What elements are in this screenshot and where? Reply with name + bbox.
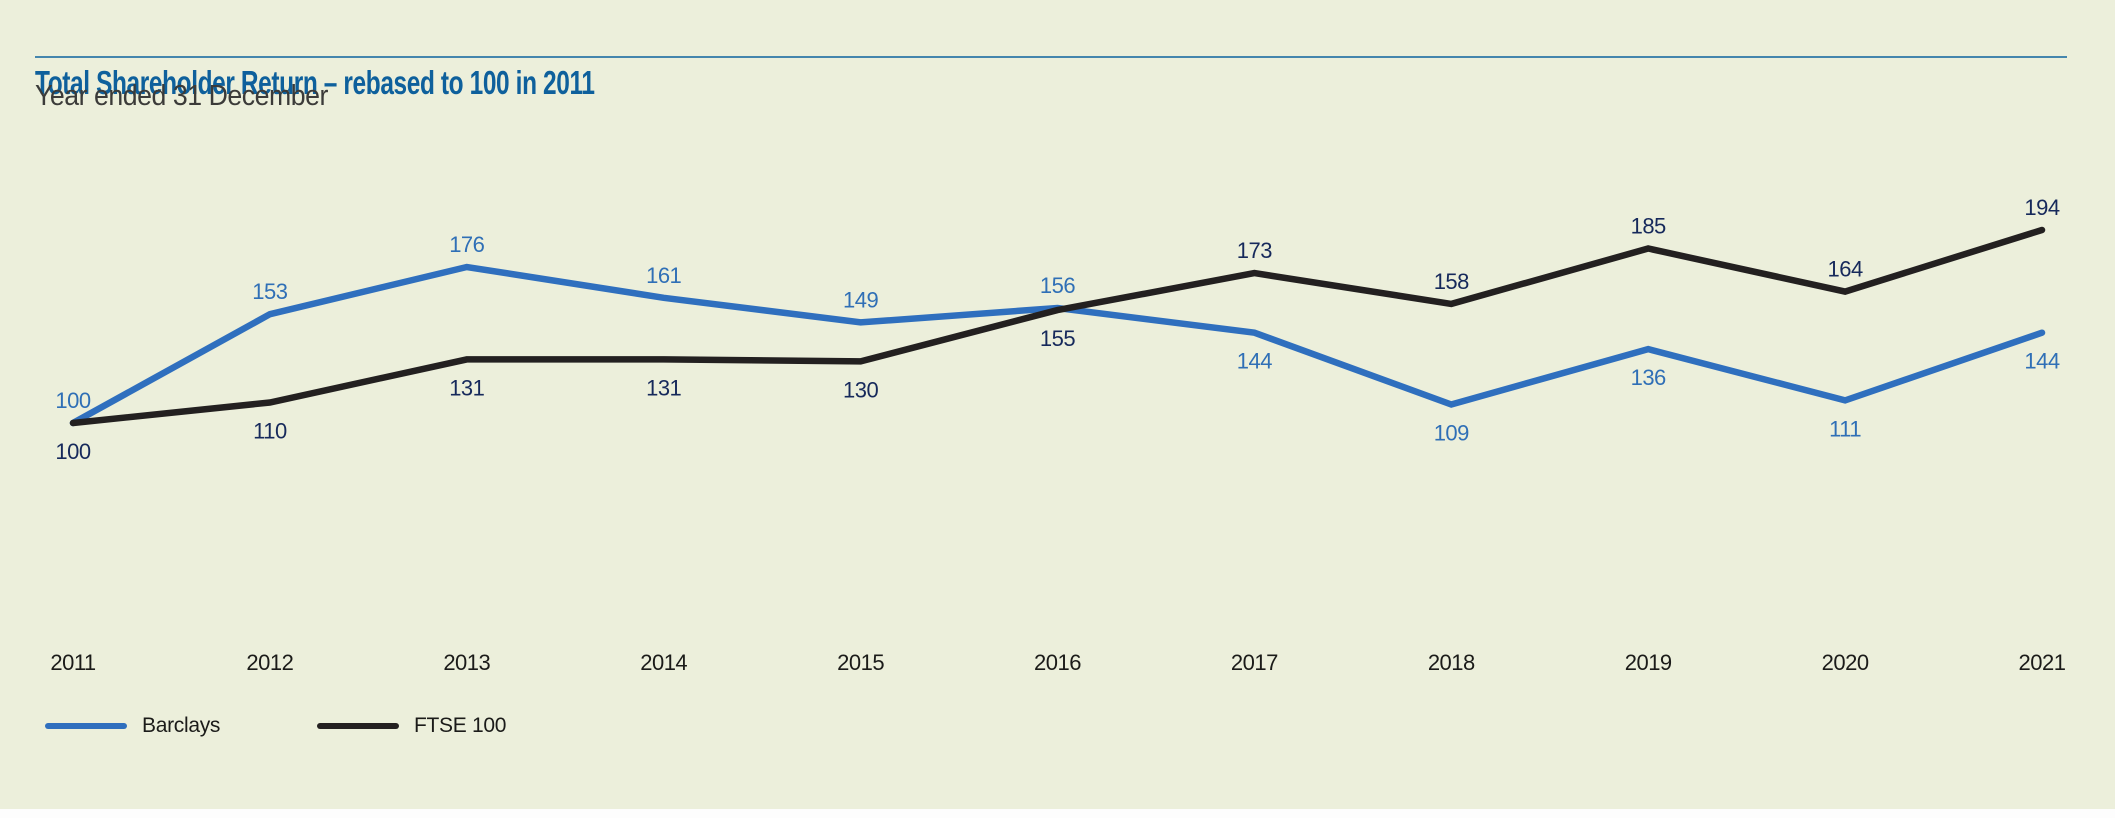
value-label-series-0: 111 xyxy=(1829,416,1861,441)
year-label: 2020 xyxy=(1822,650,1869,675)
value-label-series-0: 176 xyxy=(449,232,484,257)
value-label-series-1: 173 xyxy=(1237,238,1272,263)
year-label: 2011 xyxy=(50,650,96,675)
legend-label-ftse100: FTSE 100 xyxy=(414,714,507,737)
chart-title: Total Shareholder Return – rebased to 10… xyxy=(35,64,595,101)
top-rule xyxy=(35,56,2067,58)
value-label-series-1: 155 xyxy=(1040,326,1075,351)
value-label-series-0: 149 xyxy=(843,287,878,312)
year-label: 2014 xyxy=(640,650,687,675)
chart-subtitle: Year ended 31 December xyxy=(35,80,328,112)
value-label-series-0: 109 xyxy=(1434,421,1469,446)
year-label: 2021 xyxy=(2019,650,2066,675)
value-label-series-0: 161 xyxy=(646,263,681,288)
value-label-series-1: 131 xyxy=(646,375,681,400)
legend-item-ftse100: FTSE 100 xyxy=(317,712,506,740)
value-label-series-0: 100 xyxy=(55,388,90,413)
year-label: 2012 xyxy=(246,650,293,675)
value-label-series-0: 136 xyxy=(1631,365,1666,390)
value-label-series-1: 131 xyxy=(449,375,484,400)
value-label-series-1: 194 xyxy=(2024,195,2059,220)
legend-item-barclays: Barclays xyxy=(45,712,220,740)
value-label-series-1: 158 xyxy=(1434,269,1469,294)
legend: Barclays FTSE 100 xyxy=(0,712,2115,740)
value-label-series-1: 164 xyxy=(1827,257,1862,282)
barclays-line-swatch xyxy=(45,723,127,729)
year-label: 2018 xyxy=(1428,650,1475,675)
value-label-series-0: 153 xyxy=(252,279,287,304)
year-label: 2015 xyxy=(837,650,884,675)
value-label-series-1: 100 xyxy=(55,439,90,464)
year-label: 2013 xyxy=(443,650,490,675)
legend-label-barclays: Barclays xyxy=(142,714,221,737)
value-label-series-0: 144 xyxy=(1237,349,1272,374)
value-label-series-1: 130 xyxy=(843,377,878,402)
year-label: 2017 xyxy=(1231,650,1278,675)
bottom-white-strip xyxy=(0,809,2115,818)
ftse100-line-swatch xyxy=(317,723,399,729)
value-label-series-0: 156 xyxy=(1040,273,1075,298)
value-label-series-1: 185 xyxy=(1631,214,1666,239)
series-line-1 xyxy=(69,226,2046,427)
year-label: 2016 xyxy=(1034,650,1081,675)
value-label-series-1: 110 xyxy=(253,419,287,444)
year-label: 2019 xyxy=(1625,650,1672,675)
value-label-series-0: 144 xyxy=(2024,349,2059,374)
